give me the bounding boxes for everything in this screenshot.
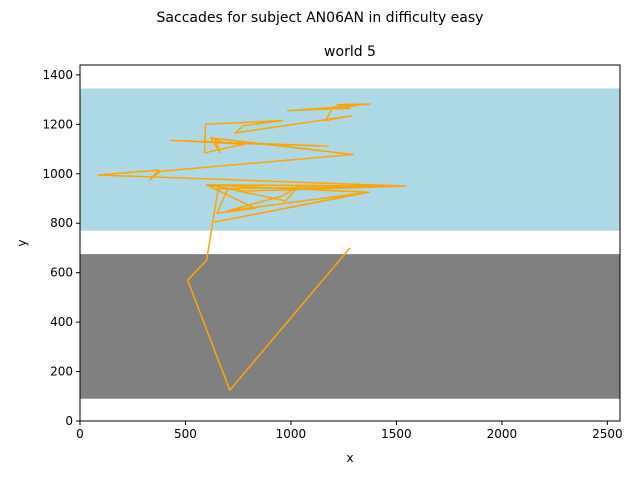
figure-suptitle: Saccades for subject AN06AN in difficult… (157, 10, 484, 26)
y-tick-label: 1200 (42, 117, 73, 131)
y-tick-label: 1000 (42, 167, 73, 181)
x-axis-label: x (346, 451, 353, 465)
x-tick-label: 2500 (592, 427, 623, 441)
y-tick-label: 400 (50, 315, 73, 329)
region-band-0 (80, 88, 620, 231)
axes-frame (79, 64, 621, 422)
x-tick-label: 1000 (276, 427, 307, 441)
x-tick-label: 500 (174, 427, 197, 441)
x-tick-label: 1500 (381, 427, 412, 441)
axes-title: world 5 (324, 44, 376, 60)
y-axis: 0 200 400 600 800 1000 1200 1400 (42, 68, 80, 428)
saccade-path-line (97, 103, 407, 391)
x-tick-label: 2000 (487, 427, 518, 441)
x-axis: 0 500 1000 1500 2000 2500 (76, 421, 623, 441)
y-tick-label: 800 (50, 216, 73, 230)
y-axis-label: y (15, 239, 29, 246)
y-tick-label: 1400 (42, 68, 73, 82)
region-band-1 (80, 254, 620, 399)
y-tick-label: 600 (50, 266, 73, 280)
y-tick-label: 200 (50, 365, 73, 379)
background-regions (80, 88, 620, 399)
x-tick-label: 0 (76, 427, 84, 441)
y-tick-label: 0 (65, 414, 73, 428)
series-layer (97, 103, 407, 391)
